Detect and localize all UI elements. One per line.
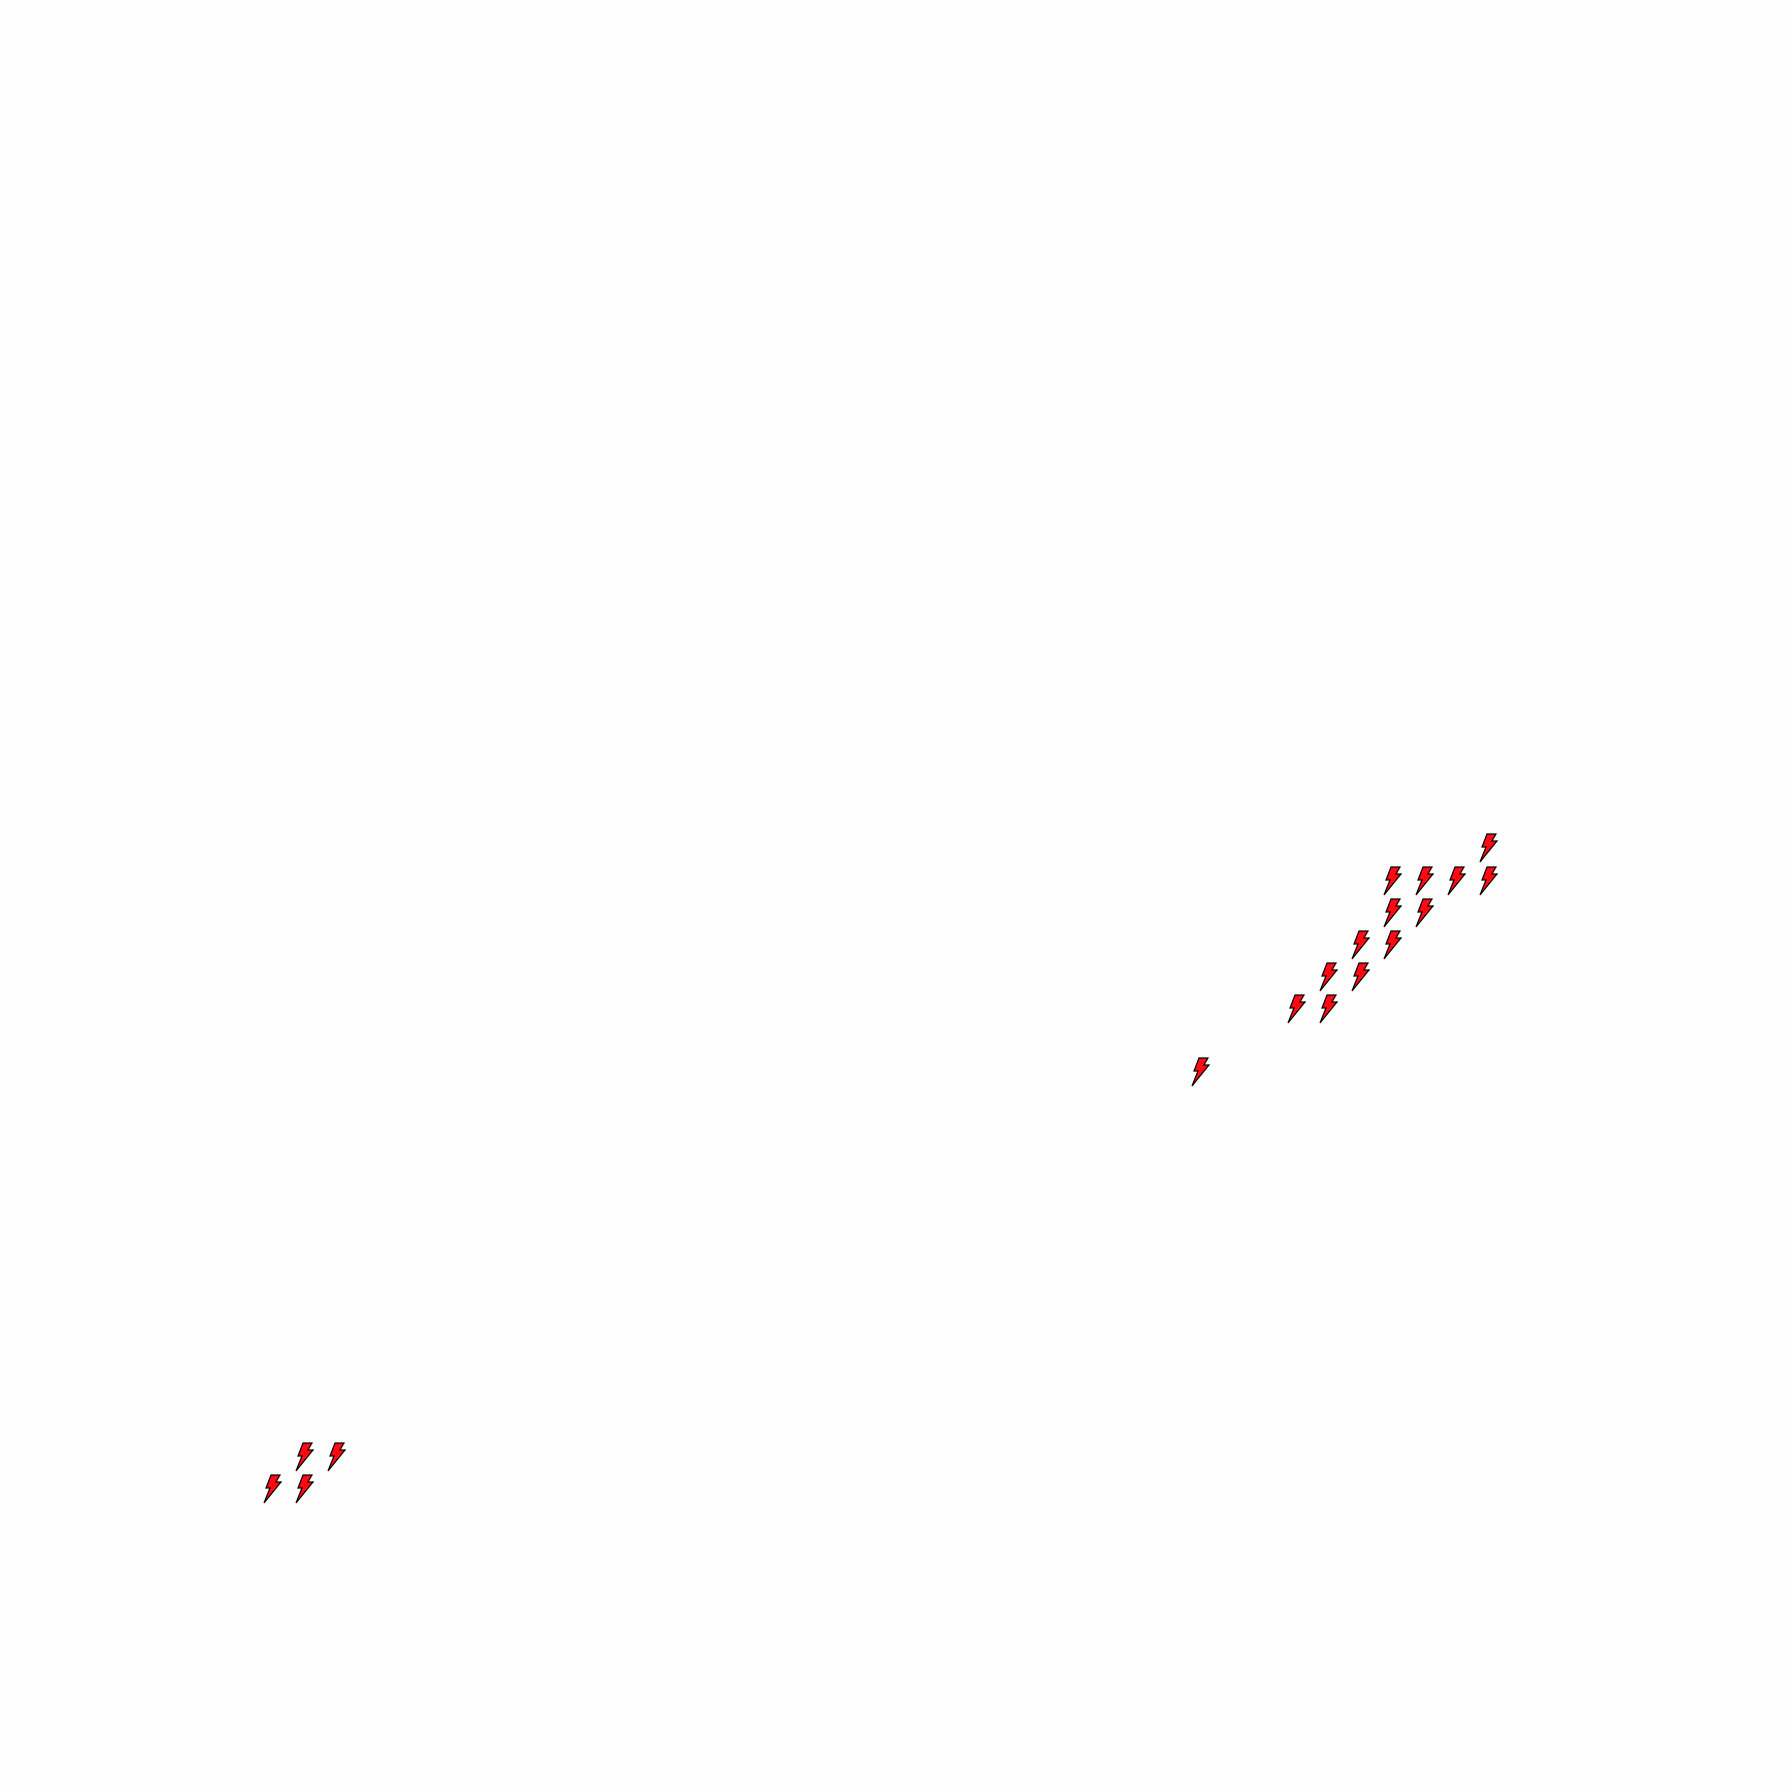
lightning-bolt-icon [1351,930,1370,960]
lightning-bolt-icon [1415,866,1434,896]
lightning-bolt-icon [1319,994,1338,1024]
lightning-bolt-icon [1479,866,1498,896]
lightning-bolt-icon [1287,994,1306,1024]
lightning-bolt-icon [1383,898,1402,928]
lightning-bolt-icon [295,1442,314,1472]
lightning-bolt-icon [1447,866,1466,896]
lightning-bolt-icon [1383,930,1402,960]
lightning-bolt-icon [1351,962,1370,992]
lightning-bolt-icon [295,1474,314,1504]
lightning-bolt-icon [263,1474,282,1504]
lightning-bolt-icon [1479,833,1498,863]
lightning-bolt-icon [1319,962,1338,992]
lightning-bolt-icon [1415,898,1434,928]
lightning-bolt-icon [327,1442,346,1472]
lightning-bolt-icon [1191,1057,1210,1087]
lightning-bolt-icon [1383,866,1402,896]
